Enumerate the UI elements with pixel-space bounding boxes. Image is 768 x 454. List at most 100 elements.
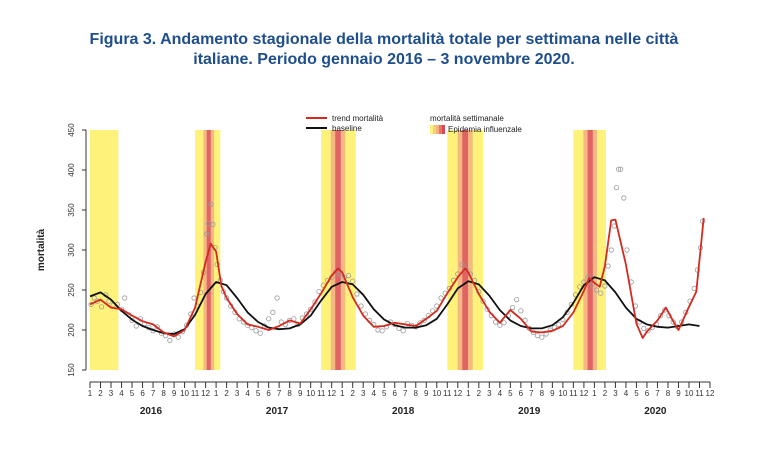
x-tick-label: 2 [224,389,229,398]
x-tick-label: 7 [277,389,282,398]
weekly-point [421,317,427,323]
weekly-point [602,283,608,289]
x-tick-label: 11 [569,389,578,398]
weekly-point [274,295,280,301]
weekly-point [208,201,214,207]
weekly-point [417,320,423,326]
weekly-point [133,323,139,329]
x-tick-label: 11 [695,389,704,398]
weekly-point [210,221,216,227]
x-tick-label: 1 [88,389,93,398]
y-tick-label: 150 [67,363,76,377]
year-label: 2019 [518,406,541,417]
x-tick-label: 4 [245,389,250,398]
weekly-point [438,295,444,301]
x-tick-label: 4 [624,389,629,398]
flu-band-4-peak [462,130,469,370]
x-axis: 1 2 3 4 5 6 7 8 9 10 11 12 1 2 3 4 5 6 7 8 9 10 11 12 1 2 3 4 5 6 7 8 9 1… [88,381,715,417]
x-tick-label: 7 [151,389,156,398]
x-tick-label: 1 [214,389,219,398]
weekly-point [191,295,197,301]
x-tick-label: 3 [109,389,114,398]
x-tick-label: 1 [340,389,345,398]
x-tick-label: 2 [350,389,355,398]
x-tick-label: 9 [550,389,555,398]
x-tick-label: 12 [201,389,210,398]
x-tick-label: 9 [298,389,303,398]
weekly-point [480,298,486,304]
weekly-point [175,334,181,340]
x-tick-label: 5 [256,389,261,398]
weekly-point [518,308,524,314]
legend-trend-label: trend mortalità [332,114,384,123]
flu-epidemic-bands [90,130,606,370]
weekly-point [539,334,545,340]
x-tick-label: 1 [466,389,471,398]
weekly-point [598,290,604,296]
weekly-point [270,309,276,315]
weekly-point [167,337,173,343]
x-tick-label: 6 [393,389,398,398]
weekly-point [375,327,381,333]
legend-epidemic-swatch [430,125,445,134]
trend-line [89,217,705,339]
x-tick-label: 2 [477,389,482,398]
legend-epidemic-label: Epidemia influenzale [448,125,522,134]
year-label: 2018 [392,406,415,417]
x-tick-label: 5 [130,389,135,398]
x-tick-label: 8 [287,389,292,398]
y-axis: 150 200 250 300 350 400 450 [67,123,86,377]
x-tick-label: 11 [317,389,326,398]
baseline-line [89,276,700,335]
y-tick-label: 450 [67,123,76,137]
weekly-point [358,303,364,309]
x-tick-label: 3 [613,389,618,398]
weekly-point [615,166,622,172]
x-tick-label: 12 [327,389,336,398]
y-axis-label: mortalità [36,228,47,271]
x-tick-label: 6 [140,389,145,398]
x-tick-label: 7 [529,389,534,398]
x-tick-label: 8 [161,389,166,398]
baseline-series [89,276,700,335]
weekly-point [593,287,600,293]
legend-weekly-label: mortalità settimanale [430,114,504,123]
weekly-point [605,263,611,269]
weekly-point [379,328,385,334]
x-tick-label: 8 [414,389,419,398]
x-tick-label: 10 [432,389,441,398]
flu-band-5-peak [587,130,593,370]
y-tick-label: 300 [67,243,76,257]
weekly-point [345,272,352,279]
x-tick-label: 10 [558,389,567,398]
x-tick-label: 8 [540,389,545,398]
chart-title-line-1: Figura 3. Andamento stagionale della mor… [89,31,679,48]
weekly-point [556,321,562,327]
year-label: 2016 [140,406,163,417]
weekly-point [122,295,128,301]
x-tick-label: 12 [706,389,715,398]
weekly-point [91,295,97,301]
x-tick-label: 9 [676,389,681,398]
weekly-point [354,291,360,297]
weekly-point [589,281,595,287]
x-tick-label: 1 [592,389,597,398]
weekly-mortality-points [88,166,706,343]
weekly-point [257,330,263,336]
x-tick-label: 9 [172,389,177,398]
x-tick-label: 5 [382,389,387,398]
x-tick-label: 8 [666,389,671,398]
x-tick-label: 4 [372,389,377,398]
weekly-point [621,195,627,201]
x-tick-label: 9 [424,389,429,398]
x-tick-label: 6 [266,389,271,398]
weekly-point [98,304,105,310]
x-tick-label: 6 [645,389,650,398]
weekly-point [350,278,356,284]
x-tick-label: 12 [579,389,588,398]
legend: trend mortalità baseline mortalità setti… [306,114,522,134]
weekly-point [645,328,651,334]
x-tick-label: 7 [655,389,660,398]
x-tick-label: 2 [603,389,608,398]
